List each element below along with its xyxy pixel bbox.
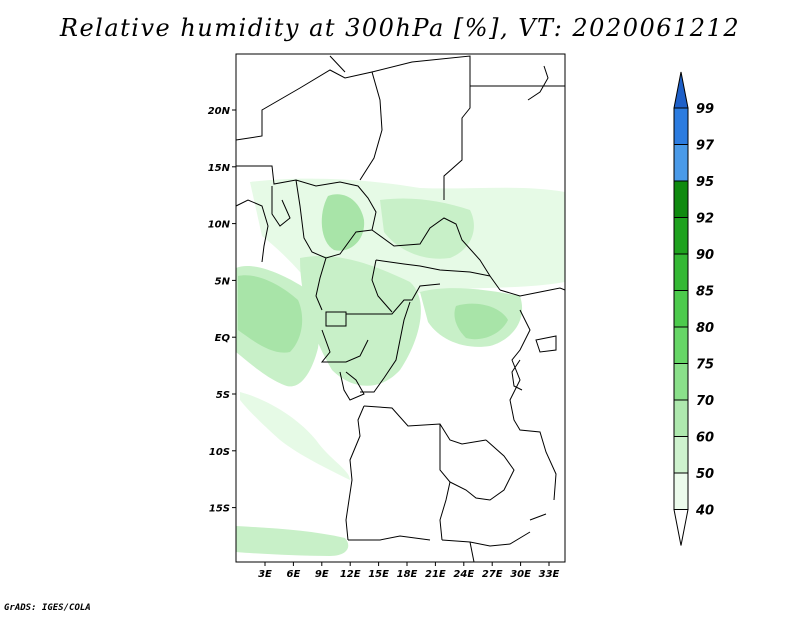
lat-tick-label: 5S [216, 390, 230, 401]
border-line [236, 165, 377, 231]
border-line [360, 301, 411, 393]
border-line [320, 329, 369, 363]
colorbar-level-label: 99 [696, 102, 714, 117]
lon-tick-label: 30E [510, 569, 531, 580]
border-line [363, 405, 487, 445]
colorbar-level-label: 85 [696, 285, 714, 300]
border-line [348, 535, 431, 541]
lon-tick-label: 24E [453, 569, 474, 580]
lat-tick-label: 20N [208, 106, 231, 117]
border-line [449, 439, 515, 501]
humidity-area-south-coast [240, 392, 350, 480]
border-line [235, 69, 383, 181]
colorbar-level-label: 70 [696, 394, 714, 409]
humidity-area-south-atlantic [236, 526, 349, 556]
border-line [271, 186, 291, 227]
border-line [509, 309, 557, 501]
lat-tick-label: 10S [209, 447, 230, 458]
colorbar-segment [673, 436, 689, 474]
colorbar-segment [673, 217, 689, 255]
lat-tick-label: 10N [208, 220, 231, 231]
border-line [346, 283, 441, 315]
border-line [511, 359, 523, 391]
humidity-shading [236, 178, 565, 556]
border-line [329, 55, 346, 73]
border-line [345, 405, 365, 541]
border-line [529, 513, 547, 521]
colorbar-top-triangle [673, 71, 689, 109]
country-borders [235, 55, 566, 563]
lon-tick-label: 6E [287, 569, 301, 580]
lon-tick-label: 3E [258, 569, 272, 580]
border-line [535, 335, 557, 353]
colorbar-level-label: 50 [696, 467, 714, 482]
lon-tick-label: 27E [482, 569, 503, 580]
lon-tick-label: 21E [425, 569, 446, 580]
colorbar-segment [673, 363, 689, 401]
border-line [325, 311, 347, 327]
grads-credit: GrADS: IGES/COLA [4, 603, 91, 613]
lon-tick-label: 9E [315, 569, 329, 580]
humidity-area-central [300, 256, 421, 386]
lon-tick-label: 12E [340, 569, 361, 580]
border-line [375, 259, 491, 277]
colorbar-segment [673, 107, 689, 145]
lat-tick-label: 15N [208, 163, 231, 174]
colorbar-segment [673, 144, 689, 182]
map-frame [235, 53, 566, 563]
border-line [439, 424, 451, 541]
colorbar-bottom-triangle [673, 509, 689, 546]
border-line [235, 199, 269, 263]
border-line [315, 257, 327, 311]
colorbar-level-label: 90 [696, 248, 714, 263]
border-line [499, 287, 566, 297]
lat-tick-label: EQ [215, 333, 231, 344]
colorbar-segment [673, 180, 689, 218]
humidity-area-west-coast-core [238, 275, 303, 353]
lon-tick-label: 18E [397, 569, 418, 580]
colorbar-level-label: 40 [695, 504, 714, 519]
chart-title: Relative humidity at 300hPa [%], VT: 202… [59, 14, 741, 42]
humidity-area-nigeria [321, 194, 365, 251]
colorbar-segment [673, 399, 689, 437]
border-line [371, 217, 501, 291]
colorbar-segment [673, 326, 689, 364]
border-line [441, 531, 531, 547]
lat-tick-label: 5N [215, 276, 231, 287]
border-line [339, 371, 365, 401]
map-axes: 3E 6E 9E 12E 15E 18E 21E 24E 27E 30E 33E 20N 15N 10N 5… [208, 106, 560, 580]
colorbar-level-label: 97 [696, 139, 715, 154]
lon-tick-label: 15E [368, 569, 389, 580]
border-line [527, 65, 549, 101]
colorbar-level-label: 92 [696, 212, 714, 227]
colorbar-segment [673, 290, 689, 328]
colorbar-segment [673, 472, 689, 510]
colorbar-level-label: 75 [696, 358, 714, 373]
humidity-area-drc-east-core [454, 303, 508, 340]
colorbar-level-label: 80 [696, 321, 714, 336]
border-line [371, 55, 471, 200]
border-line [469, 541, 475, 563]
colorbar-level-label: 60 [696, 431, 714, 446]
lon-tick-label: 33E [539, 569, 560, 580]
colorbar-segment [673, 253, 689, 291]
border-line [371, 259, 393, 313]
border-line [295, 179, 373, 259]
humidity-area-mid-north [380, 198, 474, 259]
colorbar-level-label: 95 [696, 175, 714, 190]
lat-tick-label: 15S [209, 504, 230, 515]
colorbar: 99 97 95 92 90 85 80 75 70 60 50 40 [673, 71, 715, 546]
